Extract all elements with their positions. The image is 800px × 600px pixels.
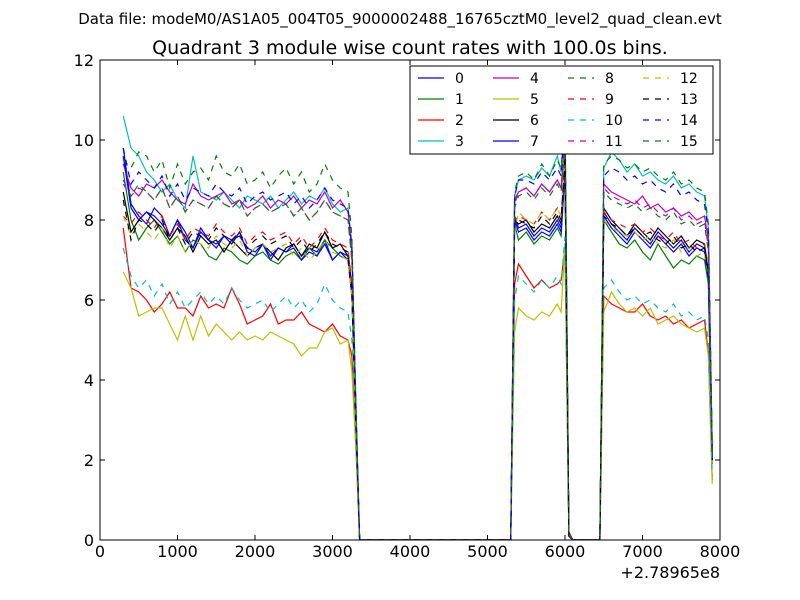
x-tick-label: 7000 [622, 542, 663, 561]
series-line-13 [122, 155, 713, 540]
legend-label-13: 13 [680, 92, 698, 108]
legend-label-1: 1 [455, 92, 464, 108]
legend-label-5: 5 [530, 92, 539, 108]
series-line-9 [122, 147, 713, 540]
y-tick-label: 0 [84, 531, 94, 550]
x-axis: 0 1000 2000 3000 4000 5000 6000 7000 8000 [95, 60, 740, 561]
legend-label-12: 12 [680, 71, 698, 87]
x-tick-label: 4000 [390, 542, 431, 561]
series-line-14 [122, 119, 713, 540]
chart-title: Quadrant 3 module wise count rates with … [152, 37, 668, 59]
x-offset-label: +2.78965e8 [620, 563, 720, 582]
x-tick-label: 8000 [700, 542, 741, 561]
x-tick-label: 3000 [312, 542, 353, 561]
legend-frame [409, 65, 714, 155]
plot-area: 0 1000 2000 3000 4000 5000 6000 7000 8000 0 2 4 6 8 1… [74, 51, 741, 561]
legend-label-9: 9 [605, 92, 614, 108]
y-tick-label: 12 [74, 51, 94, 70]
legend-label-11: 11 [605, 134, 623, 150]
y-tick-label: 6 [84, 291, 94, 310]
legend-label-6: 6 [530, 113, 539, 129]
x-tick-label: 1000 [157, 542, 198, 561]
x-tick-label: 2000 [235, 542, 276, 561]
x-tick-label: 0 [95, 542, 105, 561]
legend-label-4: 4 [530, 71, 539, 87]
legend-label-8: 8 [605, 71, 614, 87]
y-tick-label: 10 [74, 131, 94, 150]
x-tick-label: 6000 [545, 542, 586, 561]
series-line-15 [122, 135, 713, 540]
x-tick-label: 5000 [467, 542, 508, 561]
legend-label-15: 15 [680, 134, 698, 150]
legend-label-10: 10 [605, 113, 623, 129]
legend-label-2: 2 [455, 113, 464, 129]
series-line-10 [122, 235, 713, 540]
y-tick-label: 4 [84, 371, 94, 390]
y-tick-label: 2 [84, 451, 94, 470]
legend-label-0: 0 [455, 71, 464, 87]
legend-label-7: 7 [530, 134, 539, 150]
legend-label-14: 14 [680, 113, 698, 129]
figure-suptitle: Data file: modeM0/AS1A05_004T05_90000024… [78, 10, 722, 29]
legend-label-3: 3 [455, 134, 464, 150]
series-line-5 [122, 243, 713, 540]
y-tick-label: 8 [84, 211, 94, 230]
series-layer [122, 103, 713, 540]
